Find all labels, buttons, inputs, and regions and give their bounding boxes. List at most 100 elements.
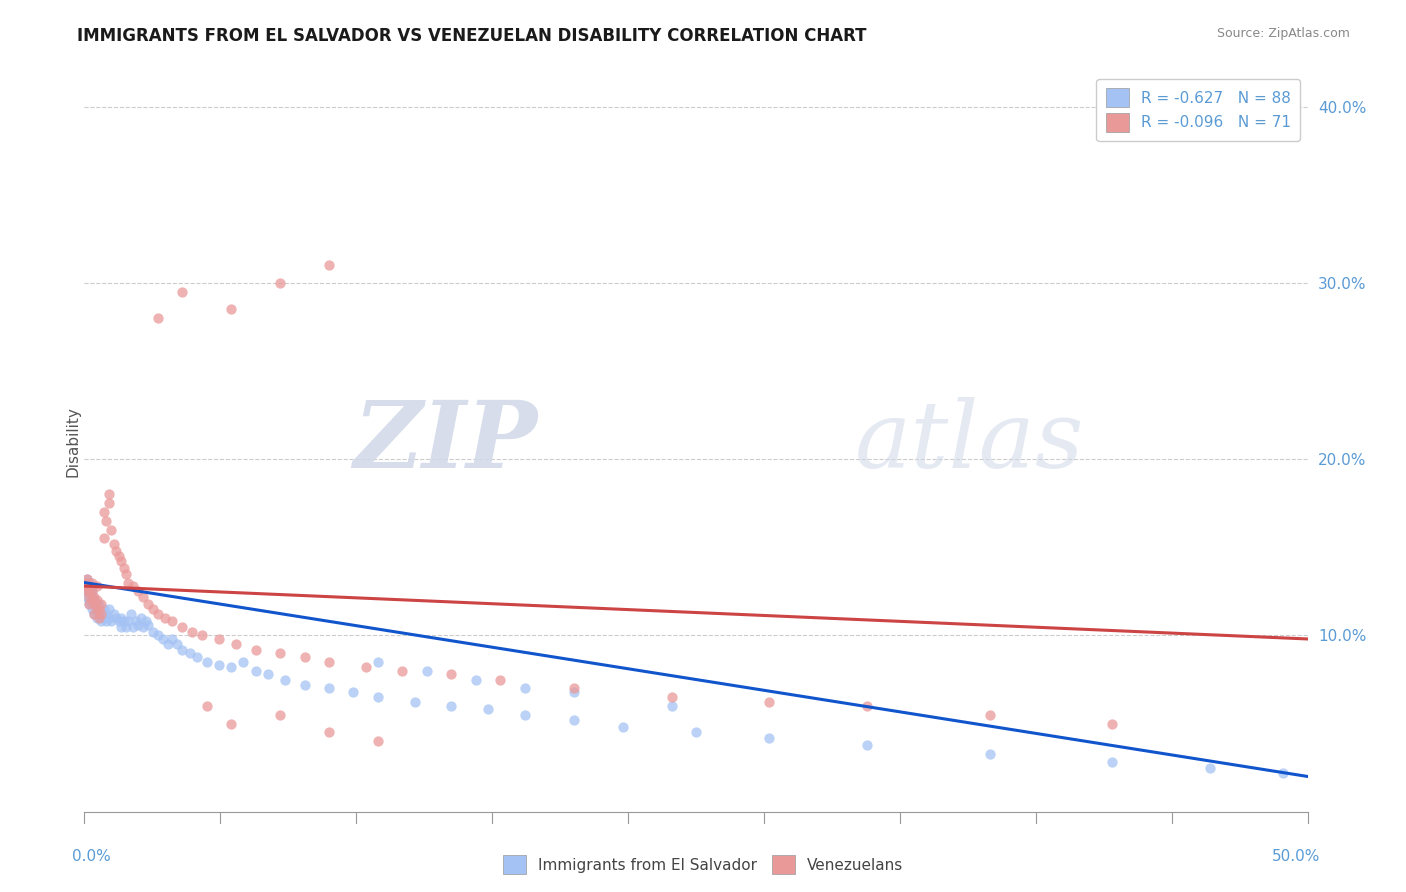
Point [93,602,115,616]
Point [146,311,169,326]
Point [105,611,128,625]
Point [318,655,340,669]
Point [979,747,1001,761]
Point [117,575,139,590]
Point [83,607,105,622]
Point [274,673,297,687]
Point [162,615,184,629]
Point [127,618,149,632]
Point [1272,766,1295,780]
Point [77,575,100,590]
Point [83,597,105,611]
Point [103,607,125,622]
Point [87,611,110,625]
Point [208,632,231,646]
Point [86,593,108,607]
Point [80,584,103,599]
Point [294,678,316,692]
Point [86,602,108,616]
Point [100,523,122,537]
Point [440,667,463,681]
Point [80,575,103,590]
Point [367,734,389,748]
Point [127,584,149,599]
Point [146,628,169,642]
Point [77,597,100,611]
Legend: R = -0.627   N = 88, R = -0.096   N = 71: R = -0.627 N = 88, R = -0.096 N = 71 [1097,79,1301,141]
Point [562,681,585,696]
Point [83,597,105,611]
Point [76,584,98,599]
Point [83,607,105,622]
Point [80,602,103,616]
Point [76,584,98,599]
Point [93,532,115,546]
Point [97,602,120,616]
Point [87,597,110,611]
Point [105,544,128,558]
Point [758,731,780,745]
Point [110,554,132,568]
Point [156,637,179,651]
Point [142,624,165,639]
Point [152,632,174,646]
Point [219,716,242,731]
Point [416,664,439,678]
Point [181,624,204,639]
Y-axis label: Disability: Disability [66,406,80,477]
Point [856,738,879,752]
Point [318,681,340,696]
Point [96,514,118,528]
Point [77,584,100,599]
Point [685,725,707,739]
Point [661,690,683,705]
Point [86,579,108,593]
Point [354,660,377,674]
Point [80,579,103,593]
Point [76,579,98,593]
Point [162,632,184,646]
Point [107,549,129,563]
Point [115,566,138,581]
Point [80,593,103,607]
Point [125,615,148,629]
Text: atlas: atlas [855,397,1084,486]
Point [208,658,231,673]
Point [115,619,138,633]
Point [97,487,120,501]
Point [257,667,280,681]
Point [87,602,110,616]
Point [1101,756,1123,770]
Point [1101,716,1123,731]
Point [97,496,120,510]
Point [129,611,152,625]
Point [269,276,291,290]
Point [391,664,413,678]
Point [856,698,879,713]
Point [77,593,100,607]
Point [107,615,129,629]
Point [513,681,536,696]
Point [90,607,112,622]
Point [110,611,132,625]
Point [612,720,634,734]
Point [132,590,155,604]
Point [172,619,194,633]
Point [135,615,157,629]
Point [80,590,103,604]
Point [232,655,254,669]
Point [77,597,100,611]
Point [489,673,512,687]
Point [513,707,536,722]
Point [440,698,463,713]
Point [122,579,145,593]
Point [661,698,683,713]
Text: ZIP: ZIP [353,397,537,486]
Point [80,593,103,607]
Point [979,707,1001,722]
Point [219,302,242,317]
Point [90,597,112,611]
Point [77,584,100,599]
Point [179,646,201,660]
Point [86,611,108,625]
